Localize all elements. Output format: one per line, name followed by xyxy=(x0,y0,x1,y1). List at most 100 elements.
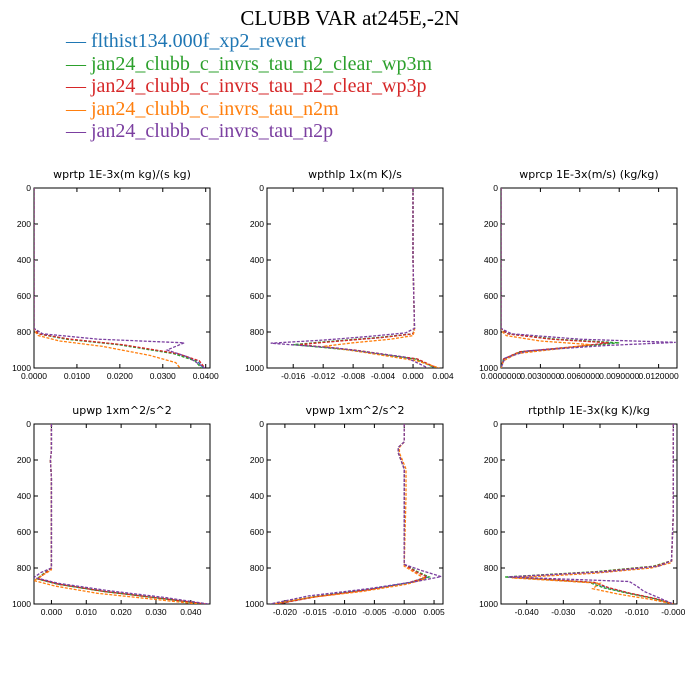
panel-title: wprcp 1E-3x(m/s) (kg/kg) xyxy=(519,168,658,181)
y-tick-label: 200 xyxy=(17,219,31,229)
series-line xyxy=(501,188,676,368)
x-tick-label: -0.010 xyxy=(333,607,357,617)
y-tick-label: 1000 xyxy=(245,599,264,609)
y-tick-label: 200 xyxy=(484,455,498,465)
y-tick-label: 400 xyxy=(484,491,498,501)
series-line xyxy=(276,424,429,604)
x-tick-label: -0.008 xyxy=(341,371,365,381)
y-tick-label: 200 xyxy=(17,455,31,465)
x-tick-label: 0.040 xyxy=(180,607,202,617)
y-tick-label: 0 xyxy=(493,183,498,193)
y-tick-label: 1000 xyxy=(12,363,31,373)
plot-frame xyxy=(266,187,444,369)
panel-title: upwp 1xm^2/s^2 xyxy=(72,404,172,417)
x-tick-label: -0.020 xyxy=(588,607,612,617)
y-tick-label: 1000 xyxy=(479,599,498,609)
y-tick-label: 200 xyxy=(250,219,264,229)
x-tick-label: 0.0400 xyxy=(193,371,219,381)
y-tick-label: 400 xyxy=(17,491,31,501)
series-line xyxy=(323,188,440,368)
x-tick-label: -0.005 xyxy=(362,607,386,617)
series-line xyxy=(501,188,620,368)
series-line xyxy=(35,424,205,604)
series-line xyxy=(508,424,674,604)
x-tick-label: 0.0000 xyxy=(21,371,47,381)
legend-entry: — jan24_clubb_c_invrs_tau_n2p xyxy=(66,120,334,142)
x-tick-label: 0.0090000 xyxy=(599,371,639,381)
series-line xyxy=(275,424,430,604)
panel: wpthlp 1x(m K)/s02004006008001000-0.016-… xyxy=(245,168,454,381)
x-tick-label: 0.020 xyxy=(110,607,132,617)
series-line xyxy=(36,424,206,604)
y-tick-label: 600 xyxy=(17,291,31,301)
y-tick-label: 800 xyxy=(484,327,498,337)
panel: wprtp 1E-3x(m kg)/(s kg) 0 200 400 600 800 100… xyxy=(12,168,219,381)
x-tick-label: -0.000 xyxy=(392,607,416,617)
panel-title: wpthlp 1x(m K)/s xyxy=(308,168,402,181)
x-tick-label: -0.015 xyxy=(303,607,327,617)
x-tick-label: 0.0300 xyxy=(150,371,176,381)
x-tick-label: -0.016 xyxy=(281,371,305,381)
y-tick-label: 400 xyxy=(17,255,31,265)
x-tick-label: 0.0060000 xyxy=(560,371,600,381)
x-tick-label: 0.030 xyxy=(145,607,167,617)
y-tick-label: 400 xyxy=(484,255,498,265)
y-tick-label: 1000 xyxy=(12,599,31,609)
y-tick-label: 400 xyxy=(250,491,264,501)
series-line xyxy=(272,424,427,604)
series-line xyxy=(34,424,198,604)
y-tick-label: 600 xyxy=(250,527,264,537)
legend-entry: — flthist134.000f_xp2_revert xyxy=(66,30,306,52)
plot-frame xyxy=(500,423,678,605)
series-line xyxy=(501,188,613,368)
x-tick-label: -0.000 xyxy=(661,607,685,617)
legend-entry: — jan24_clubb_c_invrs_tau_n2_clear_wp3p xyxy=(66,75,427,97)
series-line xyxy=(34,188,202,368)
panel-title: rtpthlp 1E-3x(kg K)/kg xyxy=(528,404,650,417)
legend: — flthist134.000f_xp2_revert — jan24_club… xyxy=(66,30,432,143)
y-tick-label: 800 xyxy=(250,563,264,573)
y-tick-label: 1000 xyxy=(479,363,498,373)
series-line xyxy=(269,424,442,604)
y-tick-label: 600 xyxy=(484,291,498,301)
x-tick-label: -0.030 xyxy=(551,607,575,617)
series-line xyxy=(34,424,209,604)
x-tick-label: 0.000 xyxy=(402,371,424,381)
y-tick-label: 800 xyxy=(17,563,31,573)
x-tick-label: -0.004 xyxy=(371,371,395,381)
x-tick-label: 0.005 xyxy=(423,607,445,617)
x-tick-label: 0.0100 xyxy=(64,371,90,381)
y-tick-label: 600 xyxy=(17,527,31,537)
x-tick-label: -0.020 xyxy=(273,607,297,617)
y-tick-label: 600 xyxy=(484,527,498,537)
plot-frame xyxy=(266,423,444,605)
panel: vpwp 1xm^2/s^2 0 200 400 600 800 1000 -0.020 -0.… xyxy=(245,404,445,617)
series-line xyxy=(34,188,181,368)
y-tick-label: 600 xyxy=(250,291,264,301)
series-line xyxy=(293,188,436,368)
x-tick-label: 0.000 xyxy=(41,607,63,617)
series-line xyxy=(270,188,429,368)
series-line xyxy=(501,188,591,368)
panel: wprcp 1E-3x(m/s) (kg/kg) 0 200 400 600 800 100… xyxy=(479,168,679,381)
x-tick-label: 0.0030000 xyxy=(520,371,560,381)
y-tick-label: 400 xyxy=(250,255,264,265)
legend-entry: — jan24_clubb_c_invrs_tau_n2m xyxy=(66,97,339,120)
x-tick-label: -0.010 xyxy=(625,607,649,617)
chart-title: CLUBB VAR at245E,-2N xyxy=(240,6,460,30)
series-line xyxy=(508,424,674,604)
y-tick-label: 800 xyxy=(250,327,264,337)
x-tick-label: 0.004 xyxy=(432,371,454,381)
panel-title: wprtp 1E-3x(m kg)/(s kg) xyxy=(53,168,191,181)
series-line xyxy=(501,188,609,368)
series-line xyxy=(34,188,205,368)
x-tick-label: -0.012 xyxy=(311,371,335,381)
y-tick-label: 200 xyxy=(250,455,264,465)
panel-title: vpwp 1xm^2/s^2 xyxy=(305,404,404,417)
x-tick-label: 0.0000000 xyxy=(481,371,521,381)
y-tick-label: 200 xyxy=(484,219,498,229)
panel: upwp 1xm^2/s^2 0 200 400 600 800 1000 0.000 0.01… xyxy=(12,404,211,617)
series-line xyxy=(511,424,674,604)
y-tick-label: 0 xyxy=(26,183,31,193)
